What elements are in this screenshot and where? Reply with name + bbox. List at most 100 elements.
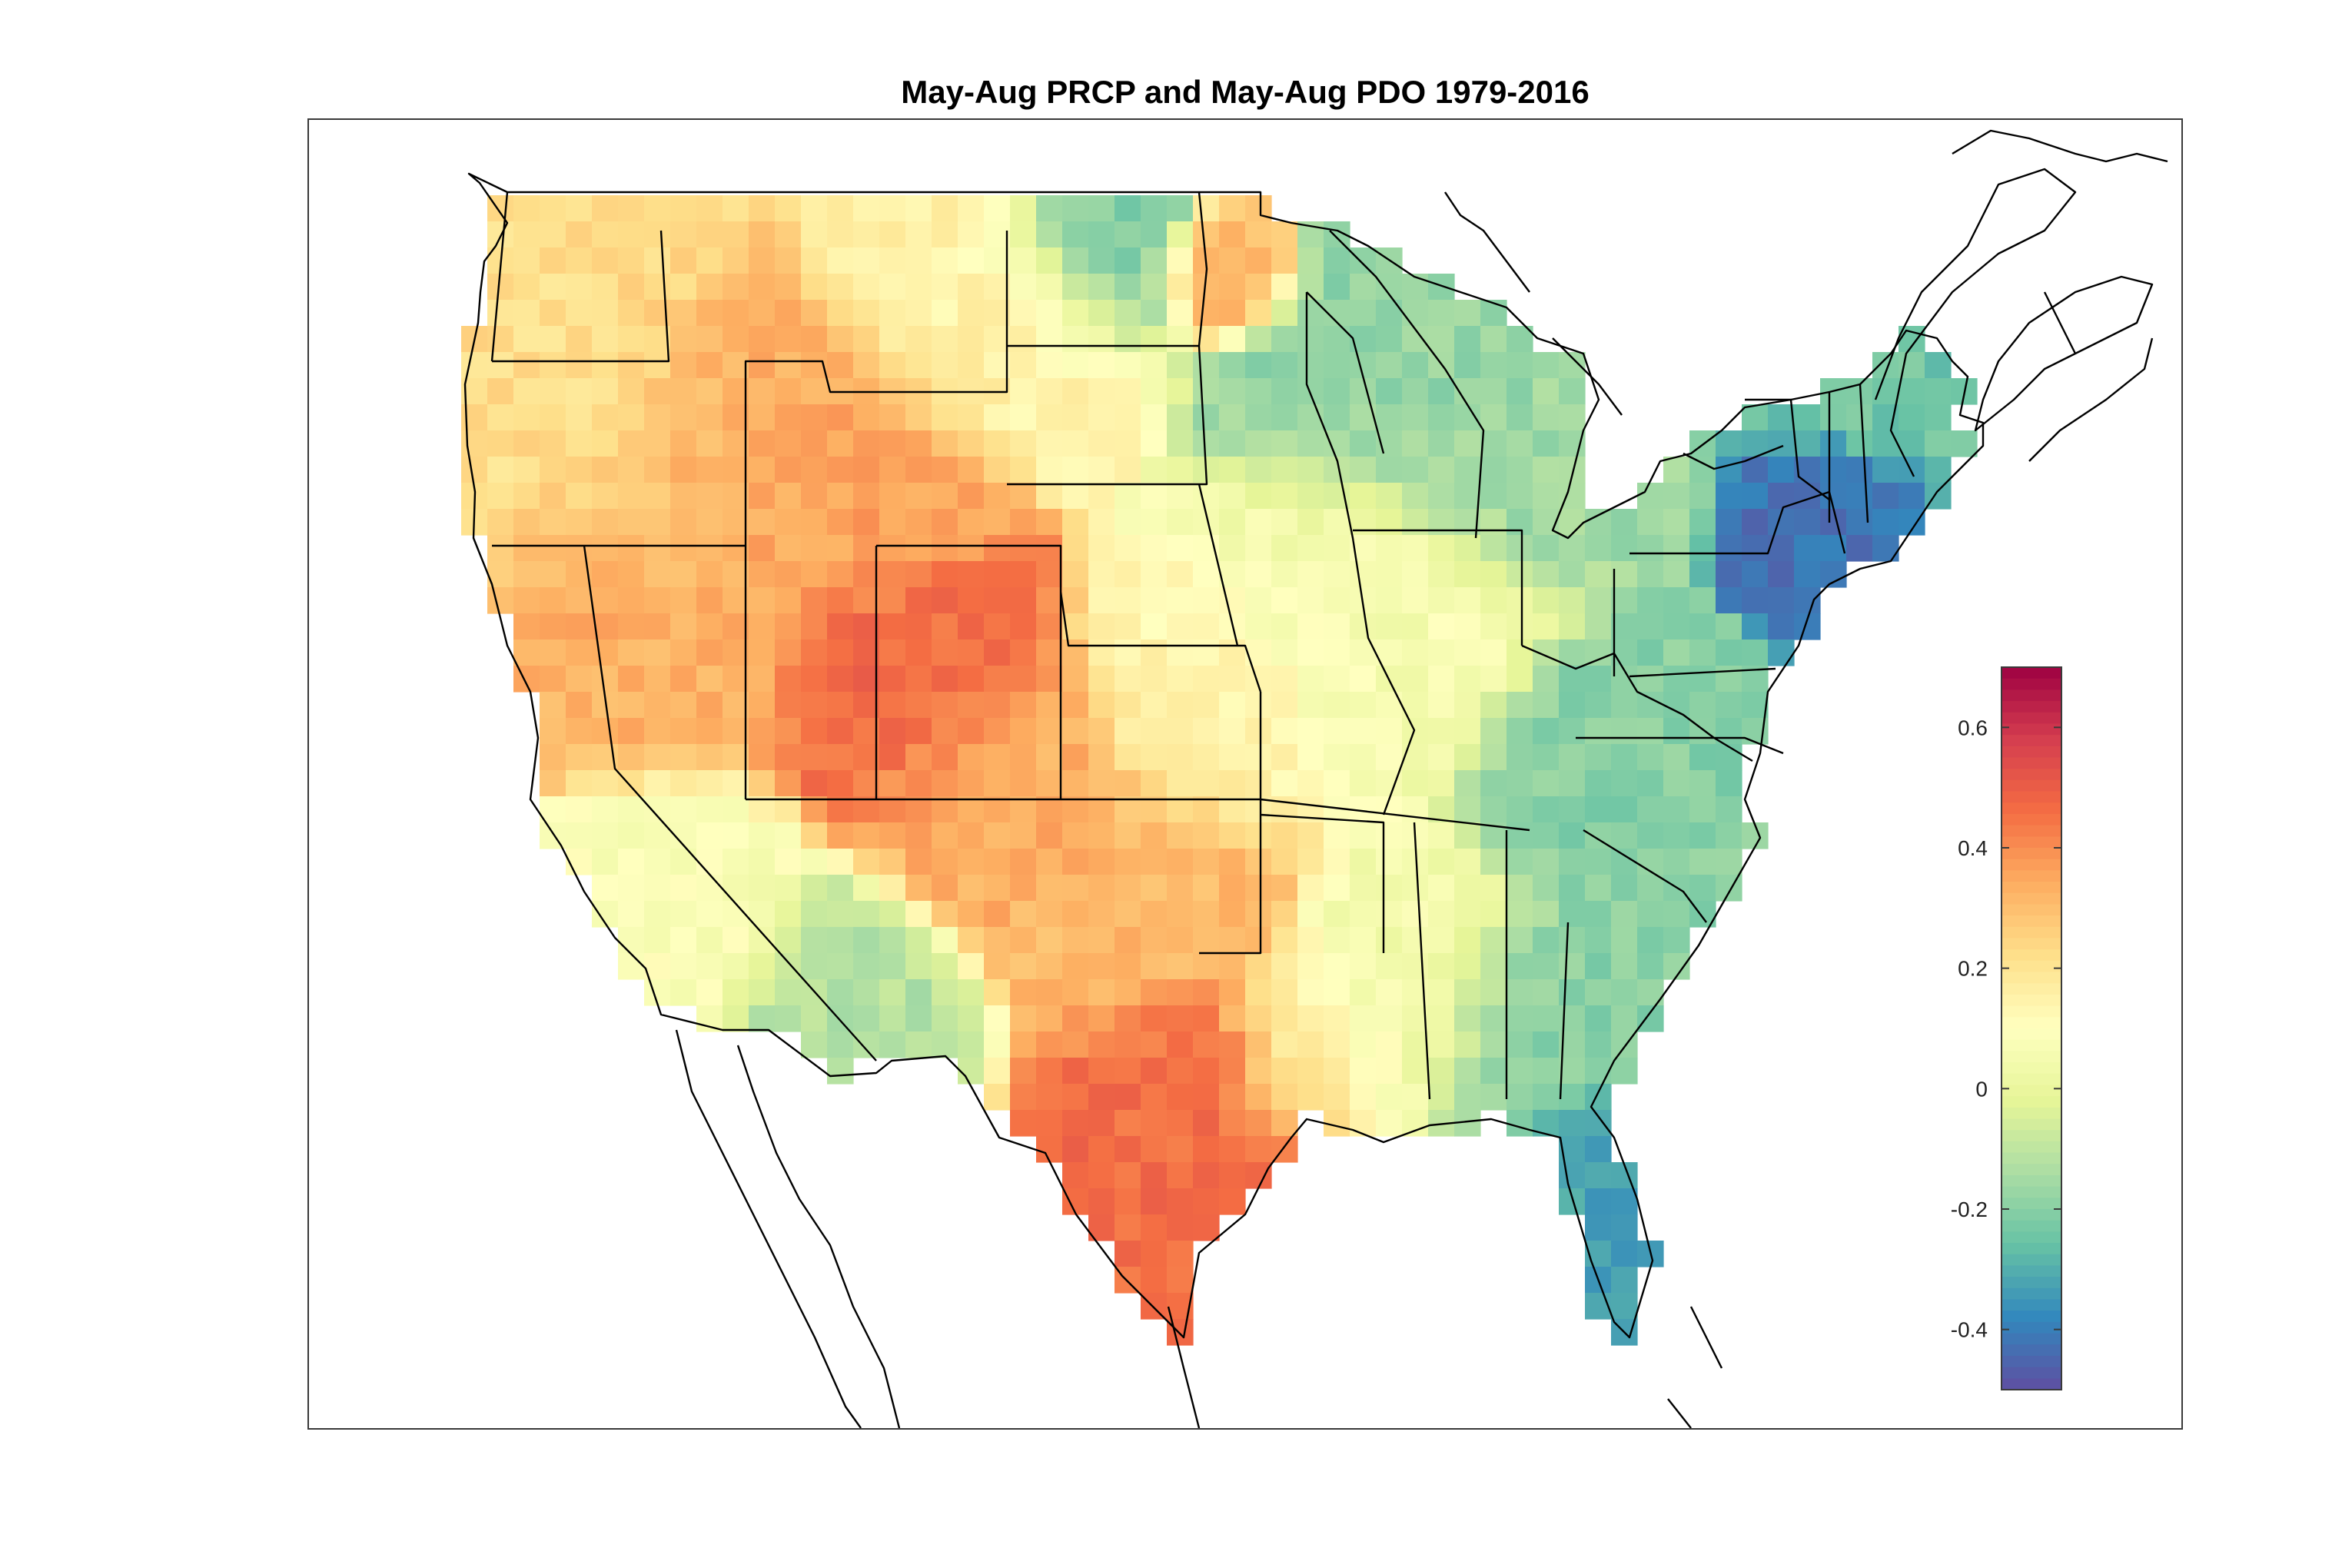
grid-cell bbox=[1297, 535, 1324, 562]
grid-cell bbox=[1271, 822, 1298, 849]
precip-correlation-grid bbox=[461, 195, 1978, 1346]
grid-cell bbox=[1271, 1005, 1298, 1032]
grid-cell bbox=[1062, 1031, 1089, 1058]
grid-cell bbox=[1297, 247, 1324, 274]
grid-cell bbox=[670, 535, 697, 562]
grid-cell bbox=[1559, 639, 1586, 666]
grid-cell bbox=[749, 639, 776, 666]
grid-cell bbox=[1115, 744, 1141, 771]
grid-cell bbox=[1062, 796, 1089, 823]
grid-cell bbox=[1663, 535, 1690, 562]
grid-cell bbox=[905, 1005, 932, 1032]
grid-cell bbox=[1193, 587, 1220, 614]
grid-cell bbox=[670, 247, 697, 274]
grid-cell bbox=[1167, 430, 1194, 457]
grid-cell bbox=[1533, 744, 1560, 771]
grid-cell bbox=[1167, 457, 1194, 483]
grid-cell bbox=[853, 457, 880, 483]
colorbar-band bbox=[2002, 926, 2061, 938]
grid-cell bbox=[801, 535, 828, 562]
grid-cell bbox=[513, 457, 540, 483]
grid-cell bbox=[749, 352, 776, 379]
grid-cell bbox=[958, 613, 985, 640]
grid-cell bbox=[1716, 666, 1742, 693]
grid-cell bbox=[1036, 613, 1063, 640]
grid-cell bbox=[827, 875, 854, 902]
grid-cell bbox=[592, 849, 619, 875]
grid-cell bbox=[1062, 1162, 1089, 1189]
grid-cell bbox=[1689, 822, 1716, 849]
grid-cell bbox=[775, 587, 802, 614]
colorbar-band bbox=[2002, 1378, 2061, 1390]
grid-cell bbox=[1245, 692, 1272, 719]
grid-cell bbox=[1141, 221, 1168, 248]
grid-cell bbox=[749, 430, 776, 457]
colorbar-band bbox=[2002, 712, 2061, 724]
grid-cell bbox=[1115, 561, 1141, 588]
grid-cell bbox=[1010, 274, 1037, 301]
grid-cell bbox=[1533, 378, 1560, 405]
grid-cell bbox=[1585, 639, 1612, 666]
grid-cell bbox=[879, 195, 906, 222]
grid-cell bbox=[1742, 509, 1769, 536]
grid-cell bbox=[1480, 1058, 1507, 1085]
grid-cell bbox=[670, 587, 697, 614]
grid-cell bbox=[958, 195, 985, 222]
grid-cell bbox=[1533, 666, 1560, 693]
grid-cell bbox=[827, 457, 854, 483]
grid-cell bbox=[1036, 378, 1063, 405]
grid-cell bbox=[670, 404, 697, 431]
grid-cell bbox=[1193, 404, 1220, 431]
grid-cell bbox=[1480, 639, 1507, 666]
grid-cell bbox=[1689, 692, 1716, 719]
grid-cell bbox=[1036, 979, 1063, 1006]
grid-cell bbox=[1846, 378, 1873, 405]
grid-cell bbox=[801, 796, 828, 823]
grid-cell bbox=[1507, 352, 1533, 379]
grid-cell bbox=[1271, 639, 1298, 666]
grid-cell bbox=[879, 352, 906, 379]
grid-cell bbox=[827, 247, 854, 274]
grid-cell bbox=[932, 404, 958, 431]
grid-cell bbox=[984, 535, 1011, 562]
grid-cell bbox=[1742, 613, 1769, 640]
colorbar-band bbox=[2002, 1005, 2061, 1018]
grid-cell bbox=[958, 666, 985, 693]
grid-cell bbox=[1559, 796, 1586, 823]
grid-cell bbox=[1559, 770, 1586, 797]
grid-cell bbox=[644, 718, 671, 745]
grid-cell bbox=[566, 587, 593, 614]
grid-cell bbox=[1167, 1005, 1194, 1032]
grid-cell bbox=[905, 639, 932, 666]
grid-cell bbox=[513, 404, 540, 431]
grid-cell bbox=[879, 587, 906, 614]
grid-cell bbox=[644, 535, 671, 562]
grid-cell bbox=[566, 692, 593, 719]
grid-cell bbox=[1167, 1214, 1194, 1241]
grid-cell bbox=[1350, 457, 1377, 483]
grid-cell bbox=[1141, 1162, 1168, 1189]
grid-cell bbox=[853, 953, 880, 980]
grid-cell bbox=[1402, 509, 1429, 536]
grid-cell bbox=[1454, 744, 1481, 771]
grid-cell bbox=[1167, 666, 1194, 693]
grid-cell bbox=[1062, 875, 1089, 902]
grid-cell bbox=[618, 509, 645, 536]
grid-cell bbox=[487, 300, 514, 327]
grid-cell bbox=[1062, 221, 1089, 248]
grid-cell bbox=[1167, 1319, 1194, 1346]
grid-cell bbox=[592, 247, 619, 274]
grid-cell bbox=[1454, 561, 1481, 588]
grid-cell bbox=[853, 221, 880, 248]
grid-cell bbox=[696, 875, 723, 902]
grid-cell bbox=[566, 352, 593, 379]
grid-cell bbox=[958, 221, 985, 248]
grid-cell bbox=[723, 796, 749, 823]
grid-cell bbox=[1350, 1084, 1377, 1111]
grid-cell bbox=[1324, 822, 1350, 849]
grid-cell bbox=[1271, 378, 1298, 405]
grid-cell bbox=[1141, 1005, 1168, 1032]
grid-cell bbox=[1193, 901, 1220, 928]
grid-cell bbox=[1611, 587, 1638, 614]
grid-cell bbox=[1141, 1110, 1168, 1137]
